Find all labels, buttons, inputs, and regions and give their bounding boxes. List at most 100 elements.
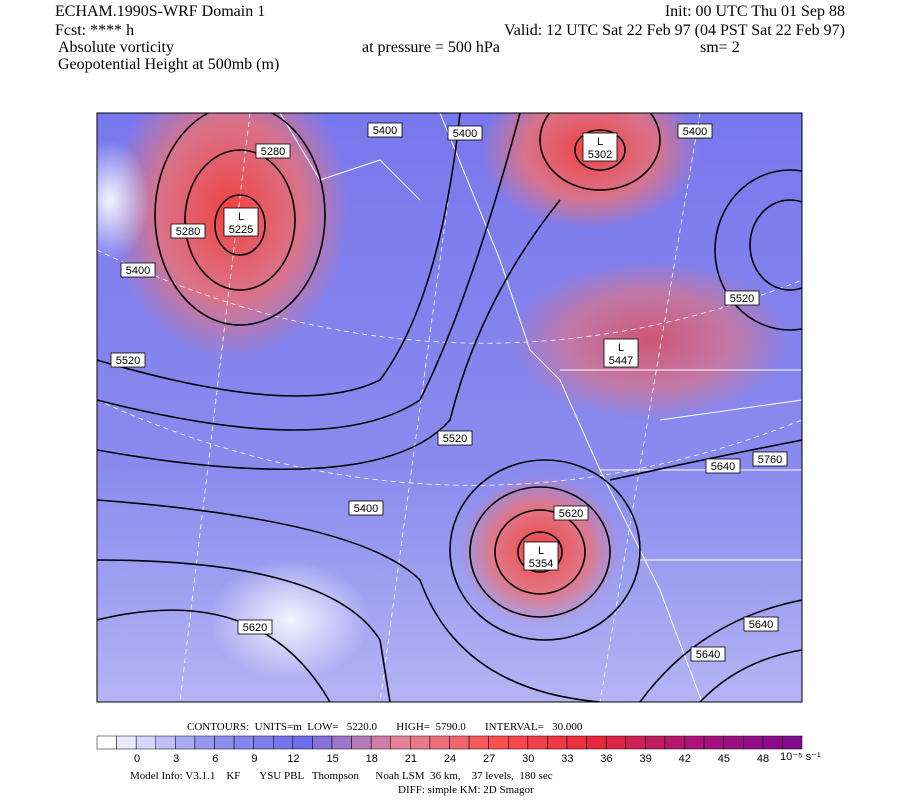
low-mark: L	[238, 211, 244, 223]
label-box	[690, 646, 726, 662]
colorbar-swatch	[762, 735, 783, 750]
colorbar-swatch	[645, 735, 666, 750]
map-field	[97, 113, 802, 702]
colorbar-swatch	[449, 735, 470, 750]
colorbar-tick-label: 33	[561, 753, 573, 765]
colorbar-swatch	[312, 735, 333, 750]
colorbar-swatch	[468, 735, 489, 750]
label-box	[437, 430, 473, 446]
diff-info: DIFF: simple KM: 2D Smagor	[398, 784, 534, 796]
low-mark: L	[618, 342, 624, 354]
low-value: 5354	[529, 558, 553, 570]
colorbar-swatch	[194, 735, 215, 750]
colorbar-tick-label: 18	[366, 753, 378, 765]
colorbar-tick-label: 0	[134, 753, 140, 765]
model-info: Model Info: V3.1.1 KF YSU PBL Thompson N…	[130, 770, 553, 782]
contour-label: 5400	[453, 128, 477, 140]
label-box	[110, 352, 146, 368]
colorbar-tick-label: 24	[444, 753, 456, 765]
contour-label: 5520	[443, 433, 467, 445]
contour-label: 5400	[354, 503, 378, 515]
colorbar-tick-label: 21	[405, 753, 417, 765]
contour-label: 5760	[758, 454, 782, 466]
label-box	[705, 458, 741, 474]
colorbar-swatch	[175, 735, 196, 750]
colorbar-swatch	[410, 735, 431, 750]
colorbar-unit: 10⁻⁵ s⁻¹	[780, 751, 821, 763]
low-box	[603, 338, 639, 368]
contour-label: 5620	[243, 622, 267, 634]
colorbar-swatch	[96, 735, 117, 750]
contour-label: 5640	[696, 649, 720, 661]
colorbar-tick-label: 15	[327, 753, 339, 765]
colorbar-swatch	[135, 735, 157, 750]
colorbar-swatch	[331, 735, 352, 750]
label-box	[237, 619, 273, 635]
forecast: Fcst: **** h	[55, 22, 134, 39]
contour-label: 5400	[683, 126, 707, 138]
low-box	[223, 207, 259, 237]
colorbar-swatch	[566, 735, 587, 750]
colorbar-swatch	[390, 735, 411, 750]
colorbar-tick-label: 48	[757, 753, 769, 765]
label-box	[447, 125, 483, 141]
label-box	[170, 223, 206, 239]
contour-label: 5640	[749, 619, 773, 631]
valid-time: Valid: 12 UTC Sat 22 Feb 97 (04 PST Sat …	[504, 22, 845, 39]
label-box	[553, 505, 589, 521]
field: Geopotential Height at 500mb (m)	[58, 56, 279, 73]
colorbar-swatch	[155, 735, 176, 750]
colorbar-swatch	[429, 735, 450, 750]
init-time: Init: 00 UTC Thu 01 Sep 88	[665, 3, 845, 20]
colorbar-swatch	[586, 735, 607, 750]
low-mark: L	[538, 545, 544, 557]
contour-label: 5620	[559, 508, 583, 520]
colorbar-swatch	[743, 735, 764, 750]
low-mark: L	[597, 136, 603, 148]
label-box	[677, 123, 713, 139]
colorbar-tick-label: 30	[522, 753, 534, 765]
colorbar-swatch	[664, 735, 685, 750]
contour-info: CONTOURS: UNITS=m LOW= 5220.0 HIGH= 5790…	[187, 721, 583, 733]
colorbar-swatch	[116, 735, 137, 750]
colorbar-tick-label: 45	[718, 753, 730, 765]
colorbar-swatch	[508, 735, 529, 750]
contour-label: 5400	[126, 265, 150, 277]
colorbar-swatch	[684, 735, 705, 750]
label-box	[752, 451, 788, 467]
label-box	[348, 500, 384, 516]
label-box	[367, 122, 403, 138]
low-box	[582, 132, 618, 162]
colorbar-swatch	[233, 735, 254, 750]
contour-label: 5520	[116, 355, 140, 367]
pressure: at pressure = 500 hPa	[362, 39, 500, 56]
colorbar-tick-label: 12	[287, 753, 299, 765]
colorbar-swatch	[351, 735, 372, 750]
colorbar-tick-label: 27	[483, 753, 495, 765]
map-frame	[96, 112, 803, 703]
smoothing: sm= 2	[700, 39, 740, 56]
contour-label: 5640	[711, 461, 735, 473]
low-value: 5225	[229, 224, 253, 236]
colorbar-swatch	[605, 735, 627, 750]
colorbar-tick-label: 42	[679, 753, 691, 765]
colorbar-swatch	[292, 735, 313, 750]
colorbar-swatch	[547, 735, 568, 750]
colorbar-swatch	[214, 735, 235, 750]
colorbar-tick-label: 9	[251, 753, 257, 765]
colorbar-tick-label: 3	[173, 753, 179, 765]
label-box	[724, 290, 760, 306]
colorbar-swatch	[723, 735, 744, 750]
colorbar-swatch	[488, 735, 509, 750]
colorbar-swatch	[782, 735, 803, 750]
colorbar-swatch	[253, 735, 274, 750]
colorbar-tick-label: 39	[640, 753, 652, 765]
contour-label: 5280	[176, 226, 200, 238]
colorbar-swatch	[370, 735, 391, 750]
low-value: 5302	[588, 149, 612, 161]
colorbar-swatch	[703, 735, 724, 750]
label-box	[120, 262, 156, 278]
label-box	[255, 143, 291, 159]
